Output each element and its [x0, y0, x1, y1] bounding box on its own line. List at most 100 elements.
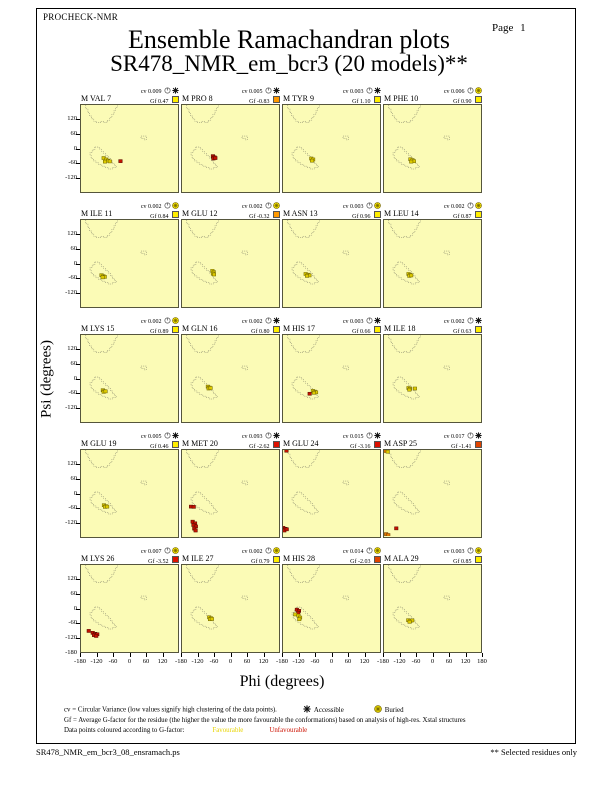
y-tick-label: -120	[65, 404, 77, 412]
gf-line: Gf -3.52	[141, 556, 179, 566]
y-tick-mark	[76, 493, 80, 495]
page-number: Page 1	[492, 22, 526, 34]
ramachandran-grid: M VAL 7 cv 0.009 Gf 0.47 120 60 0 -60 -120 M…	[65, 86, 487, 672]
ramachandran-plot	[282, 219, 381, 308]
subplot-header: M HIS 17 cv 0.003 Gf 0.66	[282, 316, 381, 335]
subplot-annotation: cv 0.009 Gf 0.47	[141, 87, 179, 106]
gf-line: Gf 0.87	[444, 211, 482, 221]
subplot-header: M LYS 15 cv 0.002 Gf 0.89	[80, 316, 179, 335]
allowed-region-outline	[241, 135, 248, 141]
x-tick-label: 120	[258, 658, 269, 665]
subplot-header: M LYS 26 cv 0.007 Gf -3.52	[80, 546, 179, 566]
cv-value: cv 0.002	[443, 319, 466, 325]
buried-icon	[474, 547, 482, 555]
cv-dial-icon	[366, 547, 373, 554]
ramachandran-plot	[181, 564, 280, 653]
y-tick-label: -180	[65, 649, 77, 656]
allowed-region-outline	[89, 491, 117, 515]
residue-label: M ILE 27	[182, 554, 214, 563]
x-tick-mark	[331, 653, 333, 657]
gf-swatch	[273, 441, 280, 448]
gf-line: Gf -2.62	[242, 441, 280, 451]
subplot-cell: M GLU 24 cv 0.015 Gf -3.16	[282, 431, 381, 538]
cv-line: cv 0.014	[343, 547, 381, 556]
x-tick-label: 0	[430, 658, 435, 665]
subplot-cell: M PRO 8 cv 0.005 Gf -0.83	[181, 86, 280, 193]
ramachandran-plot	[282, 449, 381, 538]
gf-swatch	[475, 96, 482, 103]
buried-icon	[373, 547, 381, 555]
plot-canvas	[388, 105, 450, 170]
gf-line: Gf 0.84	[141, 211, 179, 221]
legend-accessible-label: Accessible	[313, 706, 344, 714]
y-tick-label: 120	[67, 114, 77, 122]
plot-canvas	[287, 335, 349, 400]
gf-swatch	[374, 211, 381, 218]
subplot-header: M GLU 19 cv 0.005 Gf 0.46	[80, 431, 179, 450]
allowed-region-outline	[291, 261, 319, 285]
gf-value: Gf 0.66	[352, 329, 372, 335]
allowed-region-outline	[190, 146, 218, 170]
allowed-region-outline	[241, 595, 248, 601]
gf-value: Gf 0.63	[453, 329, 473, 335]
subplot-header: M TYR 9 cv 0.003 Gf 1.10	[282, 86, 381, 105]
gf-swatch	[475, 211, 482, 218]
footer-note: ** Selected residues only	[490, 747, 577, 757]
cv-dial-icon	[467, 547, 474, 554]
x-tick-mark	[432, 653, 434, 657]
ramachandran-plot	[80, 219, 179, 308]
x-tick-mark	[482, 653, 483, 657]
ramachandran-plot	[383, 219, 482, 308]
subplot-cell: M ASN 13 cv 0.003 Gf 0.96	[282, 201, 381, 308]
gf-swatch	[374, 96, 381, 103]
y-tick-mark	[76, 133, 80, 135]
data-point	[193, 528, 198, 533]
allowed-region-outline	[190, 606, 218, 630]
subplot-cell: M MET 20 cv 0.093 Gf -2.62	[181, 431, 280, 538]
legend-line-cv: cv = Circular Variance (low values signi…	[64, 705, 544, 716]
allowed-region-outline	[287, 335, 320, 353]
y-tick-label: 60	[70, 474, 78, 482]
x-tick-label: 60	[344, 658, 352, 665]
y-tick-label: -120	[65, 174, 77, 182]
residue-label: M VAL 7	[81, 94, 112, 103]
cv-line: cv 0.009	[141, 87, 179, 96]
x-tick-label: -120	[191, 658, 204, 665]
accessible-icon	[272, 432, 280, 440]
cv-dial-icon	[265, 547, 272, 554]
y-tick-mark	[76, 593, 80, 595]
ramachandran-plot	[181, 334, 280, 423]
plot-canvas	[186, 565, 248, 630]
cv-value: cv 0.006	[443, 89, 466, 95]
plot-canvas	[186, 450, 248, 533]
y-tick-label: -60	[68, 504, 77, 512]
subplot-cell: M TYR 9 cv 0.003 Gf 1.10	[282, 86, 381, 193]
gf-value: Gf 0.84	[150, 214, 170, 220]
cv-line: cv 0.005	[242, 87, 280, 96]
accessible-icon	[272, 317, 280, 325]
data-point	[386, 533, 391, 536]
residue-label: M PHE 10	[384, 94, 419, 103]
subplot-header: M LEU 14 cv 0.002 Gf 0.87	[383, 201, 482, 221]
y-tick-mark	[76, 363, 80, 365]
x-tick-mark	[348, 653, 349, 657]
subplot-annotation: cv 0.093 Gf -2.62	[242, 432, 280, 451]
y-tick-label: -120	[65, 634, 77, 642]
subplot-cell: M GLN 16 cv 0.002 Gf 0.80	[181, 316, 280, 423]
cv-line: cv 0.002	[242, 202, 280, 211]
allowed-region-outline	[186, 220, 219, 238]
x-tick-label: -120	[292, 658, 305, 665]
allowed-region-outline	[388, 565, 421, 583]
subplot-cell: M ILE 27 cv 0.002 Gf 0.79 -180 -120 -60 0 60…	[175, 546, 280, 665]
cv-value: cv 0.002	[241, 204, 264, 210]
y-tick-mark	[76, 118, 80, 120]
subplot-header: M ALA 29 cv 0.003 Gf 0.85	[383, 546, 482, 565]
x-tick-mark	[146, 653, 147, 657]
cv-dial-icon	[164, 432, 171, 439]
data-point	[208, 386, 213, 390]
ramachandran-plot	[80, 564, 179, 653]
gf-value: Gf 1.10	[352, 99, 372, 105]
buried-icon	[171, 202, 179, 210]
gf-swatch	[374, 441, 381, 448]
gf-value: Gf 0.89	[150, 329, 170, 335]
